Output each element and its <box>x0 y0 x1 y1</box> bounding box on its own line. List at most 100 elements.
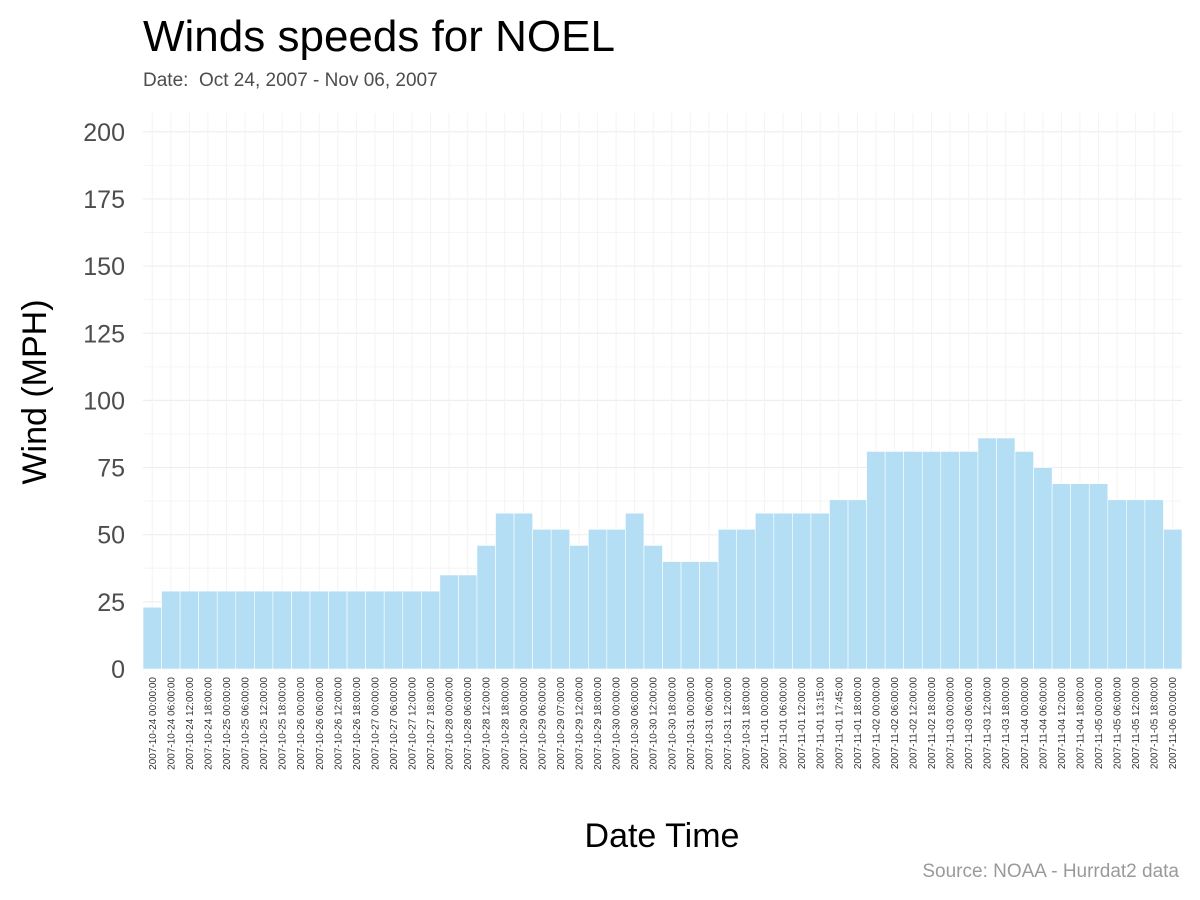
x-tick-label: 2007-11-05 12:00:00 <box>1131 677 1142 770</box>
y-tick-label: 75 <box>97 455 125 483</box>
bar <box>179 590 199 670</box>
x-tick-label: 2007-10-25 00:00:00 <box>222 677 233 770</box>
y-tick-label: 150 <box>83 253 125 281</box>
x-tick-label: 2007-10-30 18:00:00 <box>667 677 678 770</box>
x-tick-label: 2007-11-01 17:45:00 <box>834 677 845 770</box>
x-tick-label: 2007-10-28 18:00:00 <box>500 677 511 770</box>
bar <box>476 545 496 670</box>
x-tick-label: 2007-11-03 12:00:00 <box>983 677 994 770</box>
x-tick-label: 2007-10-28 06:00:00 <box>463 677 474 770</box>
y-tick-label: 175 <box>83 186 125 214</box>
chart-subtitle: Date: Oct 24, 2007 - Nov 06, 2007 <box>143 70 438 91</box>
bar <box>458 574 478 670</box>
bar <box>1144 499 1164 670</box>
bar <box>569 545 589 670</box>
x-tick-label: 2007-10-26 00:00:00 <box>296 677 307 770</box>
bar <box>1014 451 1034 670</box>
bar <box>532 529 552 670</box>
bar <box>1107 499 1127 670</box>
x-tick-label: 2007-11-03 06:00:00 <box>964 677 975 770</box>
bar <box>495 512 515 670</box>
bar <box>717 529 738 670</box>
x-tick-label: 2007-11-02 12:00:00 <box>908 677 919 770</box>
x-tick-label: 2007-10-31 12:00:00 <box>723 677 734 770</box>
x-tick-label: 2007-11-01 13:15:00 <box>816 677 827 770</box>
bar <box>383 590 404 670</box>
x-tick-label: 2007-10-30 00:00:00 <box>612 677 623 770</box>
x-tick-label: 2007-10-27 00:00:00 <box>370 677 381 770</box>
bar <box>550 529 571 670</box>
bar <box>699 561 719 670</box>
x-tick-label: 2007-11-03 18:00:00 <box>1001 677 1012 770</box>
bar <box>1051 483 1071 670</box>
bar <box>142 606 162 670</box>
bar <box>291 590 311 670</box>
x-tick-label: 2007-11-04 00:00:00 <box>1020 677 1031 770</box>
x-tick-label: 2007-10-25 06:00:00 <box>241 677 252 770</box>
bar <box>884 451 904 670</box>
x-tick-label: 2007-10-26 12:00:00 <box>333 677 344 770</box>
x-tick-label: 2007-11-01 18:00:00 <box>853 677 864 770</box>
x-tick-label: 2007-10-24 06:00:00 <box>166 677 177 770</box>
x-tick-label: 2007-11-05 18:00:00 <box>1150 677 1161 770</box>
bar <box>903 451 923 670</box>
x-tick-label: 2007-11-02 00:00:00 <box>871 677 882 770</box>
x-tick-label: 2007-11-03 00:00:00 <box>946 677 957 770</box>
x-tick-label: 2007-10-30 06:00:00 <box>630 677 641 770</box>
bar <box>1033 467 1053 670</box>
bar <box>1163 529 1183 670</box>
x-tick-label: 2007-10-30 12:00:00 <box>649 677 660 770</box>
bar <box>1088 483 1109 670</box>
x-tick-label: 2007-10-27 06:00:00 <box>389 677 400 770</box>
x-tick-label: 2007-11-02 06:00:00 <box>890 677 901 770</box>
bar <box>365 590 385 670</box>
bar <box>328 590 348 670</box>
x-tick-label: 2007-10-25 12:00:00 <box>259 677 270 770</box>
x-tick-label: 2007-11-05 06:00:00 <box>1113 677 1124 770</box>
x-tick-label: 2007-10-24 00:00:00 <box>148 677 159 770</box>
bar <box>254 590 274 670</box>
y-tick-label: 100 <box>83 387 125 415</box>
bar <box>643 545 663 670</box>
y-tick-label: 0 <box>111 656 125 684</box>
x-tick-label: 2007-10-26 18:00:00 <box>352 677 363 770</box>
x-tick-label: 2007-11-01 06:00:00 <box>779 677 790 770</box>
y-tick-labels: 0 25 50 75 100 125 150 175 200 <box>83 119 125 684</box>
bar <box>792 512 812 670</box>
bar <box>1126 499 1146 670</box>
x-tick-label: 2007-11-05 00:00:00 <box>1094 677 1105 770</box>
x-tick-label: 2007-11-06 00:00:00 <box>1168 677 1179 770</box>
x-tick-label: 2007-10-29 18:00:00 <box>593 677 604 770</box>
bar <box>625 512 645 670</box>
bar <box>402 590 422 670</box>
x-tick-label: 2007-11-02 18:00:00 <box>927 677 938 770</box>
x-tick-label: 2007-10-25 18:00:00 <box>278 677 289 770</box>
x-tick-label: 2007-10-26 06:00:00 <box>315 677 326 770</box>
x-tick-label: 2007-10-28 12:00:00 <box>482 677 493 770</box>
bar <box>940 451 960 670</box>
bar <box>996 437 1016 670</box>
x-tick-label: 2007-10-27 12:00:00 <box>408 677 419 770</box>
x-tick-label: 2007-10-31 06:00:00 <box>704 677 715 770</box>
bar <box>439 574 459 670</box>
y-tick-label: 50 <box>97 522 125 550</box>
bar <box>921 451 942 670</box>
bar <box>272 590 292 670</box>
bar <box>587 529 608 670</box>
bar <box>198 590 218 670</box>
x-tick-label: 2007-11-04 06:00:00 <box>1038 677 1049 770</box>
bar <box>309 590 329 670</box>
x-tick-label: 2007-11-04 18:00:00 <box>1075 677 1086 770</box>
bar <box>977 437 997 670</box>
y-tick-label: 125 <box>83 320 125 348</box>
x-tick-label: 2007-10-31 00:00:00 <box>686 677 697 770</box>
x-tick-labels: 2007-10-24 00:00:00 2007-10-24 06:00:00 20… <box>148 677 1179 770</box>
bar <box>736 529 756 670</box>
x-tick-label: 2007-10-27 18:00:00 <box>426 677 437 770</box>
x-tick-label: 2007-10-28 00:00:00 <box>445 677 456 770</box>
bars <box>142 437 1183 670</box>
chart-title: Winds speeds for NOEL <box>143 12 615 61</box>
x-tick-label: 2007-10-29 06:00:00 <box>537 677 548 770</box>
x-axis-title: Date Time <box>585 817 740 855</box>
bar <box>216 590 237 670</box>
